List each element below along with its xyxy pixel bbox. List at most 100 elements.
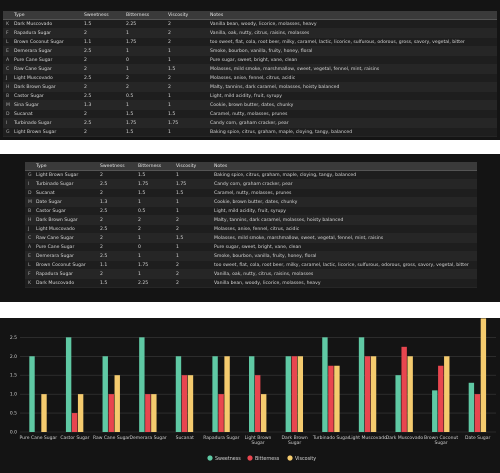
sweetness-cell: 2 [97,188,135,198]
notes-cell: Molasses, anise, fennel, citrus, acidic [207,73,497,83]
type-cell: Castor Sugar [33,206,97,216]
row-index: D [25,188,33,198]
bar-bitterness [438,365,444,432]
table-row[interactable]: L Brown Coconut Sugar 1.1 1.75 2 too sweet, f… [25,260,477,270]
y-tick-label: 0.0 [10,430,17,436]
table-header-row: Type Sweetness Bitterness Viscosity Notes [3,11,497,20]
bar-viscosity [187,375,194,432]
legend-marker-bitterness [247,455,253,461]
bitterness-cell: 2.25 [135,278,173,288]
viscosity-header[interactable]: Viscosity [173,162,211,171]
sweetness-cell: 2.5 [97,179,135,189]
table-row[interactable]: F Rapadura Sugar 2 1 2 Vanilla, oak, nutty, c… [3,28,497,38]
type-cell: Pure Cane Sugar [11,55,81,65]
table-row[interactable]: D Sucanat 2 1.5 1.5 Caramel, nutty, molasses,… [25,188,477,198]
notes-header[interactable]: Notes [211,162,477,171]
table-row[interactable]: I Turbinado Sugar 2.5 1.75 1.75 Candy corn, g… [3,118,497,128]
type-cell: Rapadura Sugar [11,28,81,38]
y-tick-label: 2.5 [10,335,17,341]
table-row[interactable]: H Dark Brown Sugar 2 2 2 Malty, tannins, dark… [25,215,477,225]
type-cell: Date Sugar [33,197,97,207]
table-row[interactable]: A Pure Cane Sugar 2 0 1 Pure sugar, sweet, br… [3,55,497,65]
bar-sweetness [395,375,401,432]
table-row[interactable]: B Castor Sugar 2.5 0.5 1 Light, mild acidity,… [25,206,477,216]
table-row[interactable]: J Light Muscovado 2.5 2 2 Molasses, anise, fe… [25,224,477,234]
row-index: D [3,109,11,119]
table-row[interactable]: A Pure Cane Sugar 2 0 1 Pure sugar, sweet, br… [25,242,477,252]
table-row[interactable]: D Sucanat 2 1.5 1.5 Caramel, nutty, molasses,… [3,109,497,119]
table-row[interactable]: M Date Sugar 1.3 1 1 Cookie, brown butter, da… [25,197,477,207]
viscosity-cell: 1 [165,127,207,137]
sweetness-cell: 2.5 [97,206,135,216]
notes-cell: Cookie, brown butter, dates, chunky [207,100,497,110]
sweetness-cell: 2 [81,127,123,137]
table-row[interactable]: C Raw Cane Sugar 2 1 1.5 Molasses, mild smoke… [25,233,477,243]
row-index: L [25,260,33,270]
table-row[interactable]: I Turbinado Sugar 2.5 1.75 1.75 Candy corn, g… [25,179,477,189]
table-row[interactable]: G Light Brown Sugar 2 1.5 1 Baking spice, cit… [3,127,497,137]
row-index: G [25,170,33,180]
index-header[interactable] [3,11,11,20]
bar-bitterness [255,375,261,432]
table-row[interactable]: E Demerara Sugar 2.5 1 1 Smoke, bourbon, vani… [25,251,477,261]
sweetness-cell: 2.5 [97,224,135,234]
notes-cell: Malty, tannins, dark caramel, molasses, … [207,82,497,92]
table-row[interactable]: K Dark Muscovado 1.5 2.25 2 Vanilla bean, woo… [3,19,497,29]
viscosity-cell: 2 [165,28,207,38]
type-cell: Demerara Sugar [11,46,81,56]
table-row[interactable]: C Raw Cane Sugar 2 1 1.5 Molasses, mild smoke… [3,64,497,74]
sweetness-header[interactable]: Sweetness [97,162,135,171]
bitterness-cell: 2 [135,224,173,234]
viscosity-header[interactable]: Viscosity [165,11,207,20]
type-cell: Raw Cane Sugar [33,233,97,243]
bar-viscosity [480,318,487,432]
bitterness-cell: 0 [135,242,173,252]
bitterness-header[interactable]: Bitterness [135,162,173,171]
bitterness-cell: 1 [123,64,165,74]
notes-cell: Vanilla bean, woody, licorice, molasses,… [211,278,477,288]
sweetness-cell: 2 [97,215,135,225]
x-tick-label: Light Muscovado [349,435,387,441]
row-index: M [3,100,11,110]
table-row[interactable]: F Rapadura Sugar 2 1 2 Vanilla, oak, nutty, c… [25,269,477,279]
bitterness-cell: 1 [135,251,173,261]
notes-header[interactable]: Notes [207,11,497,20]
viscosity-cell: 1 [173,170,211,180]
index-header[interactable] [25,162,33,171]
sweetness-header[interactable]: Sweetness [81,11,123,20]
type-cell: Light Muscovado [33,224,97,234]
type-header[interactable]: Type [33,162,97,171]
legend-label: Sweetness [215,456,241,462]
table-row[interactable]: L Brown Coconut Sugar 1.1 1.75 2 too sweet, f… [3,37,497,47]
type-header[interactable]: Type [11,11,81,20]
notes-cell: too sweet, flat, cola, root beer, milky,… [211,260,477,270]
bitterness-cell: 0.5 [135,206,173,216]
row-index: J [25,224,33,234]
row-index: I [25,179,33,189]
bar-sweetness [139,337,145,432]
table-row[interactable]: H Dark Brown Sugar 2 2 2 Malty, tannins, dark… [3,82,497,92]
bar-viscosity [444,356,450,432]
bitterness-cell: 1 [123,100,165,110]
table-row[interactable]: J Light Muscovado 2.5 2 2 Molasses, anise, fe… [3,73,497,83]
table-row[interactable]: G Light Brown Sugar 2 1.5 1 Baking spice, cit… [25,170,477,180]
bitterness-header[interactable]: Bitterness [123,11,165,20]
bitterness-cell: 1.5 [123,109,165,119]
notes-cell: Candy corn, graham cracker, pear [211,179,477,189]
viscosity-cell: 1 [165,100,207,110]
bar-bitterness [291,356,298,432]
viscosity-cell: 2 [173,224,211,234]
table-row[interactable]: B Castor Sugar 2.5 0.5 1 Light, mild acidity,… [3,91,497,101]
viscosity-cell: 2 [165,73,207,83]
table-row[interactable]: E Demerara Sugar 2.5 1 1 Smoke, bourbon, vani… [3,46,497,56]
x-tick-label: Castor Sugar [60,435,89,441]
sweetness-cell: 2 [97,269,135,279]
y-tick-label: 2.0 [10,354,17,360]
bitterness-cell: 2 [123,82,165,92]
row-index: C [25,233,33,243]
table-row[interactable]: K Dark Muscovado 1.5 2.25 2 Vanilla bean, woo… [25,278,477,288]
bar-bitterness [401,346,407,432]
table-row[interactable]: M Sina Sugar 1.3 1 1 Cookie, brown butter, da… [3,100,497,110]
bitterness-cell: 1.75 [135,260,173,270]
